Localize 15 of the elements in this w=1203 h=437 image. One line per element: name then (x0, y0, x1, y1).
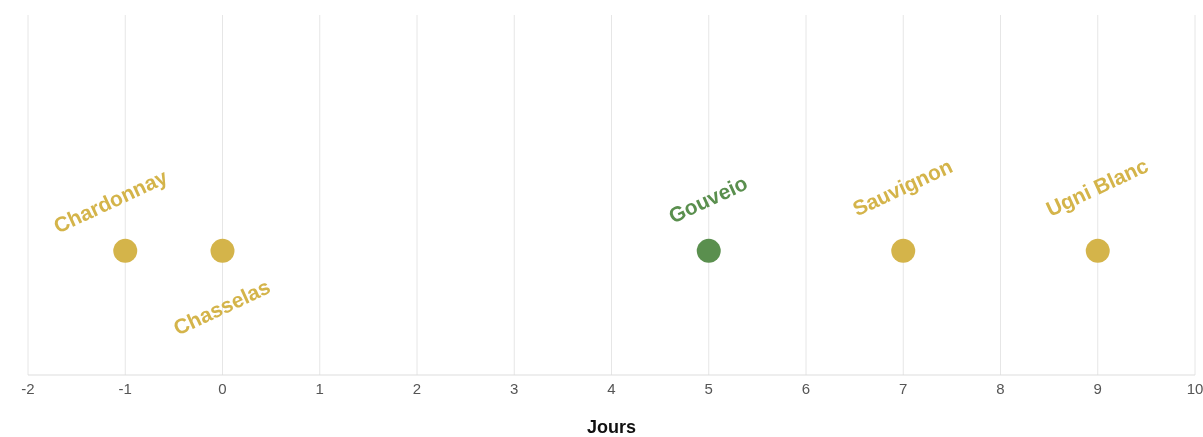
x-tick-label: 2 (412, 379, 422, 397)
x-tick-label: 3 (510, 379, 519, 397)
x-tick-label: 10 (1186, 379, 1203, 397)
x-tick-label: 7 (899, 379, 908, 397)
x-tick-label: 8 (996, 379, 1005, 397)
x-tick-label: -1 (118, 379, 132, 397)
x-tick-label: 0 (218, 379, 227, 397)
x-tick-label: 4 (607, 379, 616, 397)
x-axis-title: Jours (586, 417, 637, 437)
x-tick-label: 5 (704, 379, 713, 397)
x-tick-label: 6 (801, 379, 811, 397)
x-tick-label: 1 (315, 379, 324, 397)
x-tick-label: 9 (1093, 379, 1102, 397)
text: Ugni Blanc (1042, 153, 1152, 221)
x-tick-label: -2 (21, 379, 35, 397)
